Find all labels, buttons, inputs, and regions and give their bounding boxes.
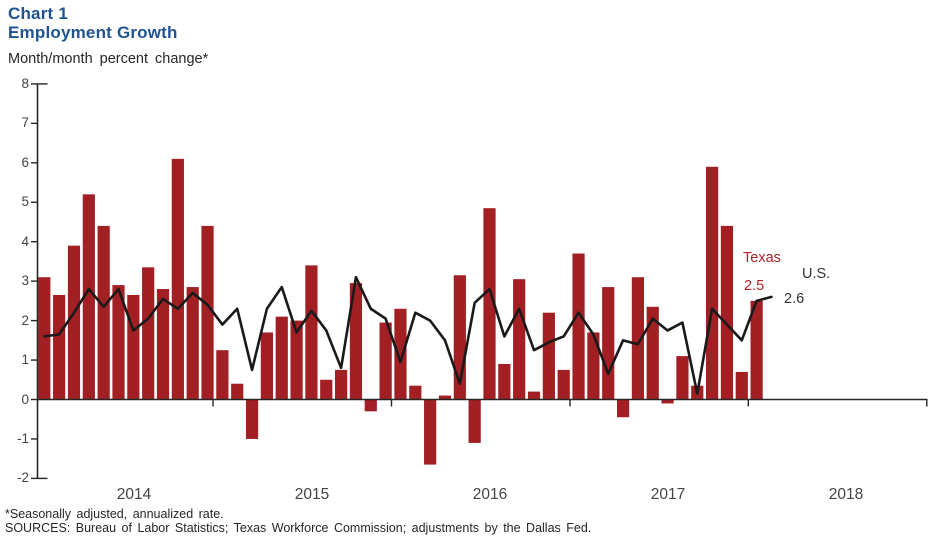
texas-bar <box>97 225 110 400</box>
x-axis-year-label: 2014 <box>116 486 152 503</box>
texas-bar <box>186 287 199 400</box>
texas-bar <box>142 267 155 400</box>
texas-bar <box>379 322 392 400</box>
texas-bar <box>112 285 125 400</box>
texas-bar <box>602 287 615 400</box>
y-axis-tick-label: 0 <box>21 391 29 407</box>
x-axis-year-label: 2015 <box>294 486 330 503</box>
x-axis-year-label: 2016 <box>472 486 508 503</box>
y-axis-tick-label: 5 <box>21 194 29 210</box>
y-axis-tick-label: 7 <box>21 115 29 131</box>
x-axis-year-label: 2018 <box>828 486 864 503</box>
texas-bar <box>201 225 214 400</box>
us-series-label: U.S. <box>802 266 831 282</box>
texas-bar <box>67 245 81 400</box>
texas-bar <box>53 294 66 400</box>
texas-bar <box>82 194 95 400</box>
texas-bar <box>320 379 333 400</box>
y-axis-tick-label: 2 <box>21 312 29 328</box>
texas-bar <box>661 399 674 404</box>
y-axis-tick-label: 8 <box>21 75 29 91</box>
texas-bar <box>706 166 719 400</box>
footnote-sources: SOURCES: Bureau of Labor Statistics; Tex… <box>5 521 592 535</box>
chart-number: Chart 1 <box>8 4 68 23</box>
texas-bar <box>557 369 570 400</box>
us-latest-value: 2.6 <box>784 291 805 307</box>
texas-bar <box>646 306 659 400</box>
y-axis-tick-label: 6 <box>21 154 29 170</box>
y-axis-tick-label: 4 <box>21 233 29 249</box>
y-axis-tick-label: 1 <box>21 352 29 368</box>
texas-bar <box>572 253 585 400</box>
texas-bar <box>231 383 244 400</box>
texas-bar <box>156 289 170 400</box>
texas-bar <box>216 350 229 400</box>
texas-bar <box>498 364 511 400</box>
texas-series-label: Texas <box>743 250 781 266</box>
texas-bar <box>483 208 496 400</box>
us-line <box>42 275 773 395</box>
y-axis-tick-label: -1 <box>16 430 29 446</box>
texas-bar <box>349 283 363 400</box>
texas-bar <box>750 300 763 400</box>
texas-bar <box>260 332 273 400</box>
texas-bar <box>527 391 541 400</box>
texas-bar <box>676 356 689 400</box>
texas-bar <box>513 279 526 400</box>
footnote-adjustment: *Seasonally adjusted, annualized rate. <box>5 507 224 521</box>
texas-bar <box>616 399 630 418</box>
texas-bar <box>335 369 348 400</box>
x-axis-year-label: 2017 <box>650 486 686 503</box>
texas-bar <box>468 399 481 443</box>
chart-title: Employment Growth <box>8 23 178 42</box>
y-axis-tick-label: -2 <box>16 470 29 486</box>
texas-bar <box>735 371 748 400</box>
texas-bar <box>424 399 437 465</box>
texas-bar <box>38 277 51 400</box>
texas-bar <box>720 225 734 400</box>
texas-latest-value: 2.5 <box>744 278 765 294</box>
texas-bar <box>245 399 259 439</box>
texas-bar <box>409 385 422 400</box>
texas-bar <box>127 294 140 400</box>
y-axis-tick-label: 3 <box>21 273 29 289</box>
texas-bar <box>290 320 303 400</box>
texas-bar <box>305 265 318 400</box>
texas-bar <box>587 332 600 400</box>
texas-bar <box>542 312 555 400</box>
texas-bar <box>364 399 377 412</box>
y-axis-units-label: Month/month percent change* <box>8 51 209 67</box>
texas-bar <box>631 277 644 400</box>
texas-bar <box>438 395 452 400</box>
texas-bar <box>171 158 184 400</box>
texas-bar <box>275 316 288 400</box>
texas-bar <box>394 308 407 400</box>
